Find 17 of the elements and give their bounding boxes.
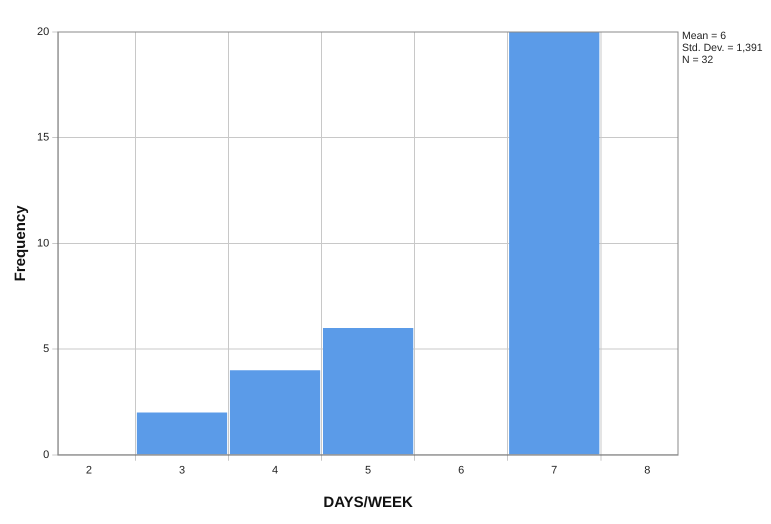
text: N = 32 — [682, 54, 714, 66]
x-tick-label: 7 — [551, 464, 558, 476]
x-axis-title: DAYS/WEEK — [323, 494, 414, 512]
y-tick-label: 5 — [43, 343, 50, 356]
x-tick-label: 4 — [272, 464, 278, 476]
x-tick-label: 3 — [178, 464, 186, 476]
y-tick-label: 0 — [43, 448, 50, 461]
text: Mean = 6 — [682, 30, 728, 42]
x-tick-label: 8 — [644, 464, 650, 476]
y-tick-label: 20 — [36, 26, 50, 38]
y-axis-title: Frequency — [12, 204, 30, 282]
y-tick-label: 10 — [36, 237, 50, 250]
text: Std. Dev. = 1,391 — [682, 42, 763, 54]
x-tick-label: 2 — [86, 464, 92, 476]
x-tick-label: 5 — [365, 464, 372, 476]
x-tick-label: 6 — [458, 464, 464, 476]
y-tick-label: 15 — [36, 132, 50, 144]
